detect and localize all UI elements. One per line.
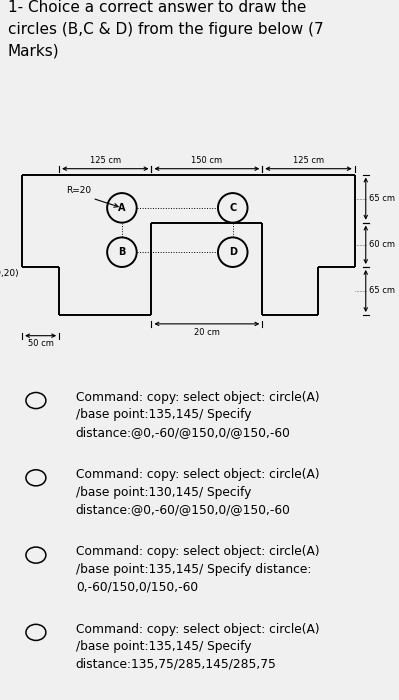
- Text: Command: copy: select object: circle(A)
/base point:135,145/ Specify distance:
0: Command: copy: select object: circle(A) …: [76, 545, 320, 594]
- Text: 50 cm: 50 cm: [28, 339, 53, 348]
- Text: Command: copy: select object: circle(A)
/base point:135,145/ Specify
distance:13: Command: copy: select object: circle(A) …: [76, 623, 320, 671]
- Text: 1- Choice a correct answer to draw the
circles (B,C & D) from the figure below (: 1- Choice a correct answer to draw the c…: [8, 0, 324, 58]
- Text: Command: copy: select object: circle(A)
/base point:130,145/ Specify
distance:@0: Command: copy: select object: circle(A) …: [76, 468, 320, 516]
- Text: A: A: [118, 203, 126, 213]
- Text: 125 cm: 125 cm: [90, 156, 121, 165]
- Text: 20 cm: 20 cm: [194, 328, 220, 337]
- Text: 65 cm: 65 cm: [369, 286, 395, 295]
- Text: (10,20): (10,20): [0, 270, 18, 278]
- Text: B: B: [118, 247, 126, 257]
- Text: 60 cm: 60 cm: [369, 240, 395, 249]
- Text: D: D: [229, 247, 237, 257]
- Text: R=20: R=20: [67, 186, 92, 195]
- Text: 125 cm: 125 cm: [293, 156, 324, 165]
- Text: 150 cm: 150 cm: [192, 156, 223, 165]
- Text: C: C: [229, 203, 236, 213]
- Text: 65 cm: 65 cm: [369, 194, 395, 203]
- Text: Command: copy: select object: circle(A)
/base point:135,145/ Specify
distance:@0: Command: copy: select object: circle(A) …: [76, 391, 320, 439]
